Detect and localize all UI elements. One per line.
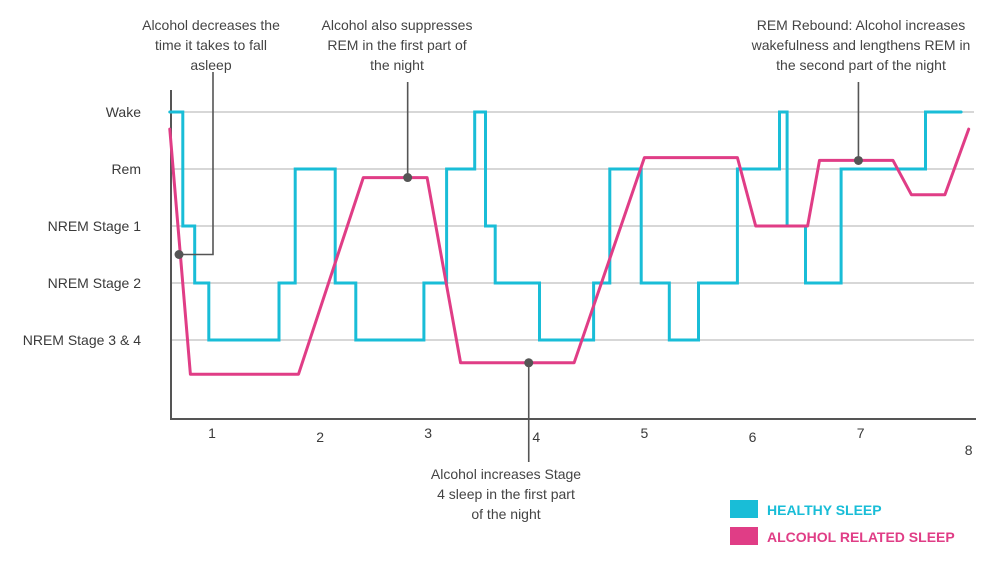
legend-swatch-healthy: [730, 500, 758, 518]
annotation-text: 4 sleep in the first part: [437, 486, 575, 502]
legend-swatch-alcohol: [730, 527, 758, 545]
alcohol-sleep-line: [168, 127, 971, 376]
annotation-leaders: [174, 72, 863, 462]
y-tick-label: Rem: [111, 161, 141, 177]
x-tick-label: 5: [641, 425, 649, 441]
x-tick-labels: 1 2 3 4 5 6 7 8: [208, 425, 973, 458]
healthy-sleep-line: [168, 110, 963, 342]
annotation-leader: [179, 72, 214, 256]
x-tick-label: 7: [857, 425, 865, 441]
annotation-text: of the night: [471, 506, 540, 522]
legend-label: HEALTHY SLEEP: [767, 502, 882, 518]
axes-layer: [170, 90, 976, 420]
annotation-dot: [524, 358, 534, 368]
annotation-text: the night: [370, 57, 424, 73]
legend: HEALTHY SLEEP ALCOHOL RELATED SLEEP: [730, 500, 955, 545]
annotation-dot: [403, 173, 413, 183]
x-tick-label: 2: [316, 429, 324, 445]
annotation-text: REM in the first part of: [327, 37, 466, 53]
annotation-text: asleep: [190, 57, 231, 73]
annotation-dot: [174, 250, 184, 259]
legend-label: ALCOHOL RELATED SLEEP: [767, 529, 955, 545]
annotation-text: REM Rebound: Alcohol increases: [757, 17, 966, 33]
y-tick-label: NREM Stage 1: [48, 218, 142, 234]
annotation-text: Alcohol decreases the: [142, 17, 280, 33]
y-tick-labels: Wake Rem NREM Stage 1 NREM Stage 2 NREM Stag…: [23, 104, 141, 348]
y-tick-label: NREM Stage 3 & 4: [23, 332, 141, 348]
grid-layer: [171, 111, 974, 341]
annotation-text: Alcohol increases Stage: [431, 466, 581, 482]
x-tick-label: 4: [532, 429, 540, 445]
annotation-texts: Alcohol decreases the time it takes to fa…: [142, 17, 970, 522]
x-tick-label: 3: [424, 425, 432, 441]
annotation-text: Alcohol also suppresses: [322, 17, 473, 33]
x-tick-label: 6: [749, 429, 757, 445]
annotation-text: time it takes to fall: [155, 37, 267, 53]
annotation-text: the second part of the night: [776, 57, 946, 73]
y-tick-label: Wake: [106, 104, 141, 120]
annotation-dot: [853, 155, 863, 165]
x-tick-label: 8: [965, 442, 973, 458]
annotation-text: wakefulness and lengthens REM in: [751, 37, 971, 53]
y-tick-label: NREM Stage 2: [48, 275, 142, 291]
series-layer: [168, 110, 971, 376]
x-tick-label: 1: [208, 425, 216, 441]
